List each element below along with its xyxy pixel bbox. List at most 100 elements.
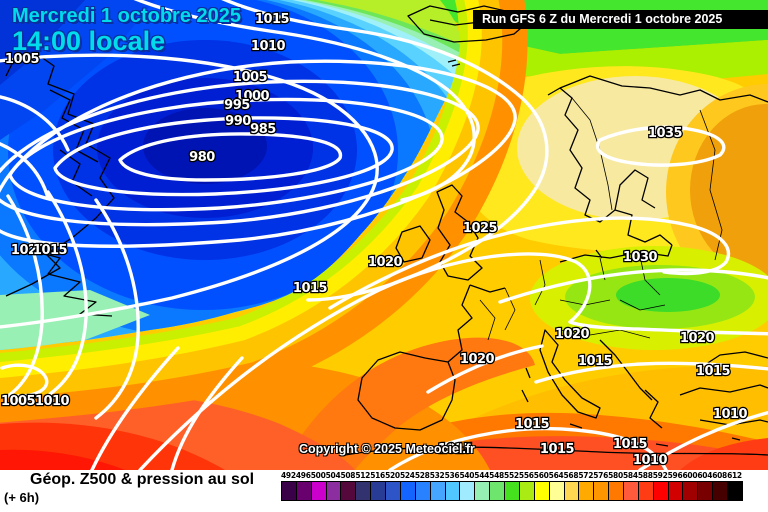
scale-color-box <box>489 481 506 501</box>
scale-color-box <box>518 481 535 501</box>
copyright-text: Copyright © 2025 Meteociel.fr <box>299 442 475 456</box>
scale-value: 560 <box>533 471 549 480</box>
scale-color-box <box>504 481 520 501</box>
pressure-label: 990 <box>225 114 251 129</box>
pressure-label: 1000 <box>235 89 270 104</box>
pressure-label: 1015 <box>293 281 328 296</box>
time-text: 14:00 locale <box>12 26 166 56</box>
scale-color-box <box>459 481 476 501</box>
scale-color-box <box>637 481 654 501</box>
scale-value: 596 <box>667 471 683 480</box>
scale-value: 588 <box>637 471 653 480</box>
scale-value: 536 <box>444 471 460 480</box>
isobars <box>0 0 768 470</box>
scale-color-box <box>548 481 565 501</box>
date-overlay: Mercredi 1 octobre 2025 14:00 locale <box>12 6 241 56</box>
pressure-label: 1020 <box>11 243 46 258</box>
scale-value: 548 <box>489 471 504 480</box>
scale-color-box <box>295 481 312 501</box>
map-container: 1015 1010 1005 1005 1000 995 990 985 980 1020 1015… <box>0 0 768 470</box>
scale-value: 564 <box>548 471 564 480</box>
pressure-label: 1020 <box>680 331 715 346</box>
run-info-text: Run GFS 6 Z du Mercredi 1 octobre 2025 <box>482 12 723 26</box>
scale-color-box <box>340 481 357 501</box>
scale-color-box <box>355 481 372 501</box>
scale-color-box <box>712 481 729 501</box>
scale-color-box <box>623 481 639 501</box>
pressure-label: 1015 <box>613 437 648 452</box>
pressure-label: 1015 <box>540 442 575 457</box>
pressure-label: 980 <box>189 150 215 165</box>
scale-value: 600 <box>682 471 698 480</box>
footer-bar: Géop. Z500 & pression au sol (+ 6h) 492 4… <box>0 470 768 512</box>
scale-color-box <box>385 481 401 501</box>
scale-value: 552 <box>504 471 519 480</box>
pressure-label: 985 <box>250 122 276 137</box>
scale-value: 556 <box>518 471 534 480</box>
scale-color-box <box>533 481 550 501</box>
scale-value: 528 <box>414 471 430 480</box>
scale-color-box <box>593 481 610 501</box>
scale-color-box <box>325 481 342 501</box>
color-scale-legend: 492 496 500 504 508 512 516 520 524 528 532 536 540 5… <box>281 471 761 511</box>
scale-value: 580 <box>608 471 623 480</box>
italy-coast <box>521 329 601 429</box>
balkan-turkey-coast <box>599 339 768 447</box>
scale-value: 508 <box>340 471 356 480</box>
pressure-label: 1025 <box>463 221 498 236</box>
scale-value: 612 <box>727 471 742 480</box>
scale-value: 584 <box>623 471 638 480</box>
greenland-coast <box>5 51 115 297</box>
weather-map[interactable]: 1015101010051005100099599098598010201015… <box>0 0 768 470</box>
scale-value: 572 <box>578 471 594 480</box>
pressure-label: 1005 <box>233 70 268 85</box>
scale-value: 568 <box>563 471 579 480</box>
pressure-label: 1015 <box>515 417 550 432</box>
scale-color-box <box>652 481 669 501</box>
scale-value: 540 <box>459 471 475 480</box>
scale-color-box <box>310 481 327 501</box>
scale-value: 524 <box>399 471 415 480</box>
uk-coast <box>436 184 483 281</box>
ireland-coast <box>395 225 431 263</box>
pressure-labels: 1015101010051005100099599098598010201015… <box>0 11 749 470</box>
pressure-label: 1010 <box>633 453 668 468</box>
scale-value: 608 <box>712 471 727 480</box>
pressure-label: 1020 <box>368 255 403 270</box>
baltic-south-coast <box>559 244 673 263</box>
pressure-label: 1015 <box>696 364 731 379</box>
color-field <box>0 0 768 470</box>
scandinavia-coast <box>547 75 768 246</box>
scale-color-box <box>429 481 446 501</box>
scale-value: 504 <box>325 471 341 480</box>
pressure-label: 1015 <box>438 442 473 457</box>
scale-color-box <box>474 481 491 501</box>
pressure-label: 1010 <box>713 407 748 422</box>
scale-value: 532 <box>429 471 445 480</box>
scale-color-box <box>697 481 714 501</box>
scale-value: 604 <box>697 471 713 480</box>
pressure-label: 1010 <box>35 394 70 409</box>
scale-color-box <box>608 481 625 501</box>
scale-color-box <box>727 481 743 501</box>
scale-value: 544 <box>474 471 490 480</box>
scale-color-box <box>682 481 699 501</box>
run-info-box: Run GFS 6 Z du Mercredi 1 octobre 2025 <box>473 10 768 29</box>
scale-value: 500 <box>310 471 326 480</box>
scale-color-box <box>667 481 684 501</box>
scale-value: 592 <box>652 471 668 480</box>
map-forecast-step: (+ 6h) <box>4 490 40 505</box>
scale-value: 492 <box>281 471 296 480</box>
scale-color-box <box>563 481 580 501</box>
france-iberia-coast <box>357 284 506 431</box>
pressure-label: 1030 <box>623 250 658 265</box>
africa-coast <box>344 446 768 456</box>
pressure-label: 1010 <box>251 39 286 54</box>
scale-color-box <box>414 481 431 501</box>
scale-value: 512 <box>355 471 371 480</box>
scale-color-box <box>370 481 387 501</box>
pressure-label: 995 <box>224 98 250 113</box>
scale-value: 520 <box>385 471 400 480</box>
pressure-label: 1015 <box>33 243 68 258</box>
